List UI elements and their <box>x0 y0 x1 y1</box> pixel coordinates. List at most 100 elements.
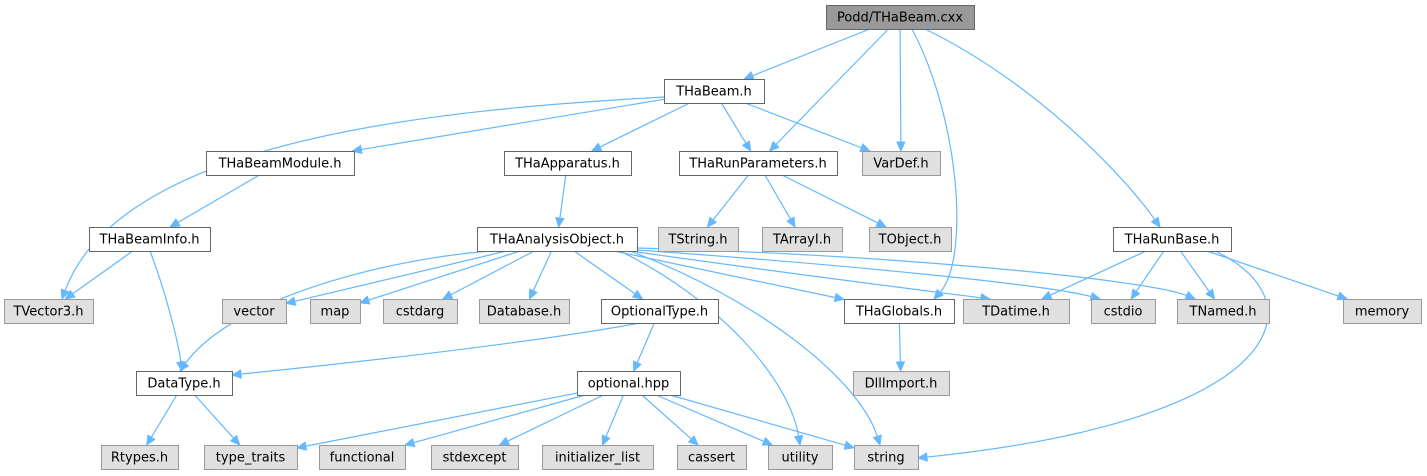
node-tarrayi: TArrayI.h <box>762 227 843 252</box>
node-box-tdatime <box>963 299 1070 324</box>
node-tdatime: TDatime.h <box>963 299 1070 324</box>
node-box-cstdio <box>1091 299 1156 324</box>
node-functional: functional <box>319 445 406 470</box>
edge-thaanalysisobject-to-string <box>629 250 882 447</box>
node-box-thaglobals <box>844 299 955 324</box>
node-thaapparatus[interactable]: THaApparatus.h <box>504 151 632 176</box>
node-box-tharunbase <box>1113 227 1232 252</box>
nodes-layer: Podd/THaBeam.cxx THaBeam.h THaBeamModule.h… <box>4 5 1422 470</box>
node-label-rtypes: Rtypes.h <box>111 451 168 466</box>
node-label-datatype: DataType.h <box>147 377 220 392</box>
node-box-tarrayi <box>762 227 843 252</box>
edge-root-to-tharunparameters <box>768 28 889 152</box>
edge-thabeam-to-thabeammodule <box>351 98 665 155</box>
node-label-type_traits: type_traits <box>216 451 286 466</box>
node-label-string: string <box>867 451 904 466</box>
edge-root-to-tharunbase <box>924 28 1161 229</box>
node-label-dllimport: DllImport.h <box>865 377 938 392</box>
node-label-thabeaminfo: THaBeamInfo.h <box>99 233 200 248</box>
node-box-thabeam <box>664 79 765 104</box>
node-box-thabeaminfo <box>89 227 211 252</box>
node-box-thaapparatus <box>504 151 632 176</box>
node-cstdio: cstdio <box>1091 299 1156 324</box>
node-thabeaminfo[interactable]: THaBeamInfo.h <box>89 227 211 252</box>
edge-optionalhpp-to-utility <box>656 394 774 446</box>
edge-thabeammodule-to-thabeaminfo <box>169 174 260 228</box>
node-tstring: TString.h <box>658 227 739 252</box>
node-label-cassert: cassert <box>688 451 735 466</box>
node-datatype[interactable]: DataType.h <box>136 371 233 396</box>
node-optionalhpp[interactable]: optional.hpp <box>577 371 681 396</box>
edges-layer <box>60 28 1349 462</box>
node-box-vector <box>222 299 287 324</box>
node-label-vector: vector <box>233 305 275 320</box>
node-label-root: Podd/THaBeam.cxx <box>837 11 963 26</box>
node-box-rtypes <box>101 445 179 470</box>
edge-thabeam-to-thaapparatus <box>590 102 690 152</box>
node-tharunparameters[interactable]: THaRunParameters.h <box>679 151 838 176</box>
edge-thabeam-to-tvector3 <box>60 96 665 301</box>
node-label-tobject: TObject.h <box>878 233 942 248</box>
node-box-initializer_list <box>542 445 654 470</box>
node-box-utility <box>768 445 833 470</box>
node-label-tharunbase: THaRunBase.h <box>1124 233 1220 248</box>
edge-thaanalysisobject-to-utility <box>619 250 804 447</box>
edge-tharunparameters-to-tobject <box>781 174 888 228</box>
edge-optionalhpp-to-type_traits <box>295 392 578 451</box>
node-dllimport: DllImport.h <box>853 371 950 396</box>
node-label-thabeammodule: THaBeamModule.h <box>218 157 342 172</box>
edge-optionalhpp-to-stdexcept <box>498 394 604 446</box>
node-initializer_list: initializer_list <box>542 445 654 470</box>
node-box-memory <box>1343 299 1422 324</box>
node-box-cstdarg <box>383 299 458 324</box>
node-thaanalysisobject[interactable]: THaAnalysisObject.h <box>477 227 638 252</box>
edge-datatype-to-rtypes <box>146 394 178 447</box>
node-label-memory: memory <box>1355 305 1410 320</box>
edge-optionaltype-to-datatype <box>230 322 641 379</box>
node-label-cstdio: cstdio <box>1104 305 1143 320</box>
node-label-cstdarg: cstdarg <box>396 305 445 320</box>
node-box-tnamed <box>1177 299 1270 324</box>
node-memory: memory <box>1343 299 1422 324</box>
edge-thaanalysisobject-to-map <box>358 250 521 305</box>
node-label-thaanalysisobject: THaAnalysisObject.h <box>489 233 624 248</box>
node-box-datatype <box>136 371 233 396</box>
node-box-string <box>854 445 919 470</box>
node-string: string <box>854 445 919 470</box>
edge-tharunbase-to-cstdio <box>1130 250 1165 301</box>
node-label-thaapparatus: THaApparatus.h <box>514 157 620 172</box>
node-label-functional: functional <box>330 451 395 466</box>
node-tvector3: TVector3.h <box>4 299 94 324</box>
node-tnamed: TNamed.h <box>1177 299 1270 324</box>
node-root[interactable]: Podd/THaBeam.cxx <box>826 5 975 30</box>
node-box-optionalhpp <box>577 371 681 396</box>
node-box-tobject <box>869 227 952 252</box>
edge-optionalhpp-to-initializer_list <box>601 394 625 447</box>
node-tobject: TObject.h <box>869 227 952 252</box>
node-tharunbase[interactable]: THaRunBase.h <box>1113 227 1232 252</box>
node-thabeam[interactable]: THaBeam.h <box>664 79 765 104</box>
node-thaglobals[interactable]: THaGlobals.h <box>844 299 955 324</box>
node-thabeammodule[interactable]: THaBeamModule.h <box>206 151 355 176</box>
node-box-tharunparameters <box>679 151 838 176</box>
edge-thabeaminfo-to-datatype <box>149 250 186 373</box>
node-optionaltype[interactable]: OptionalType.h <box>601 299 719 324</box>
edge-thaanalysisobject-to-cstdarg <box>441 250 535 300</box>
edge-thabeam-to-tharunparameters <box>720 102 752 153</box>
node-box-thaanalysisobject <box>477 227 638 252</box>
node-label-tstring: TString.h <box>667 233 727 248</box>
node-box-tstring <box>658 227 739 252</box>
node-box-tvector3 <box>4 299 94 324</box>
edge-tharunbase-to-tnamed <box>1180 250 1216 301</box>
node-vector: vector <box>222 299 287 324</box>
edge-tharunparameters-to-tarrayi <box>764 174 796 229</box>
edge-optionalhpp-to-functional <box>403 394 586 448</box>
edge-optionaltype-to-optionalhpp <box>633 322 655 373</box>
edge-datatype-to-type_traits <box>194 394 241 446</box>
node-database: Database.h <box>479 299 570 324</box>
edge-optionalhpp-to-cassert <box>641 394 699 446</box>
node-box-functional <box>319 445 406 470</box>
edge-tharunparameters-to-tstring <box>706 174 749 228</box>
node-box-dllimport <box>853 371 950 396</box>
node-box-thabeammodule <box>206 151 355 176</box>
